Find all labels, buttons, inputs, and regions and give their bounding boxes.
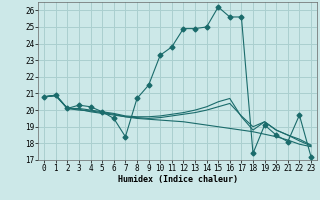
X-axis label: Humidex (Indice chaleur): Humidex (Indice chaleur)	[118, 175, 238, 184]
